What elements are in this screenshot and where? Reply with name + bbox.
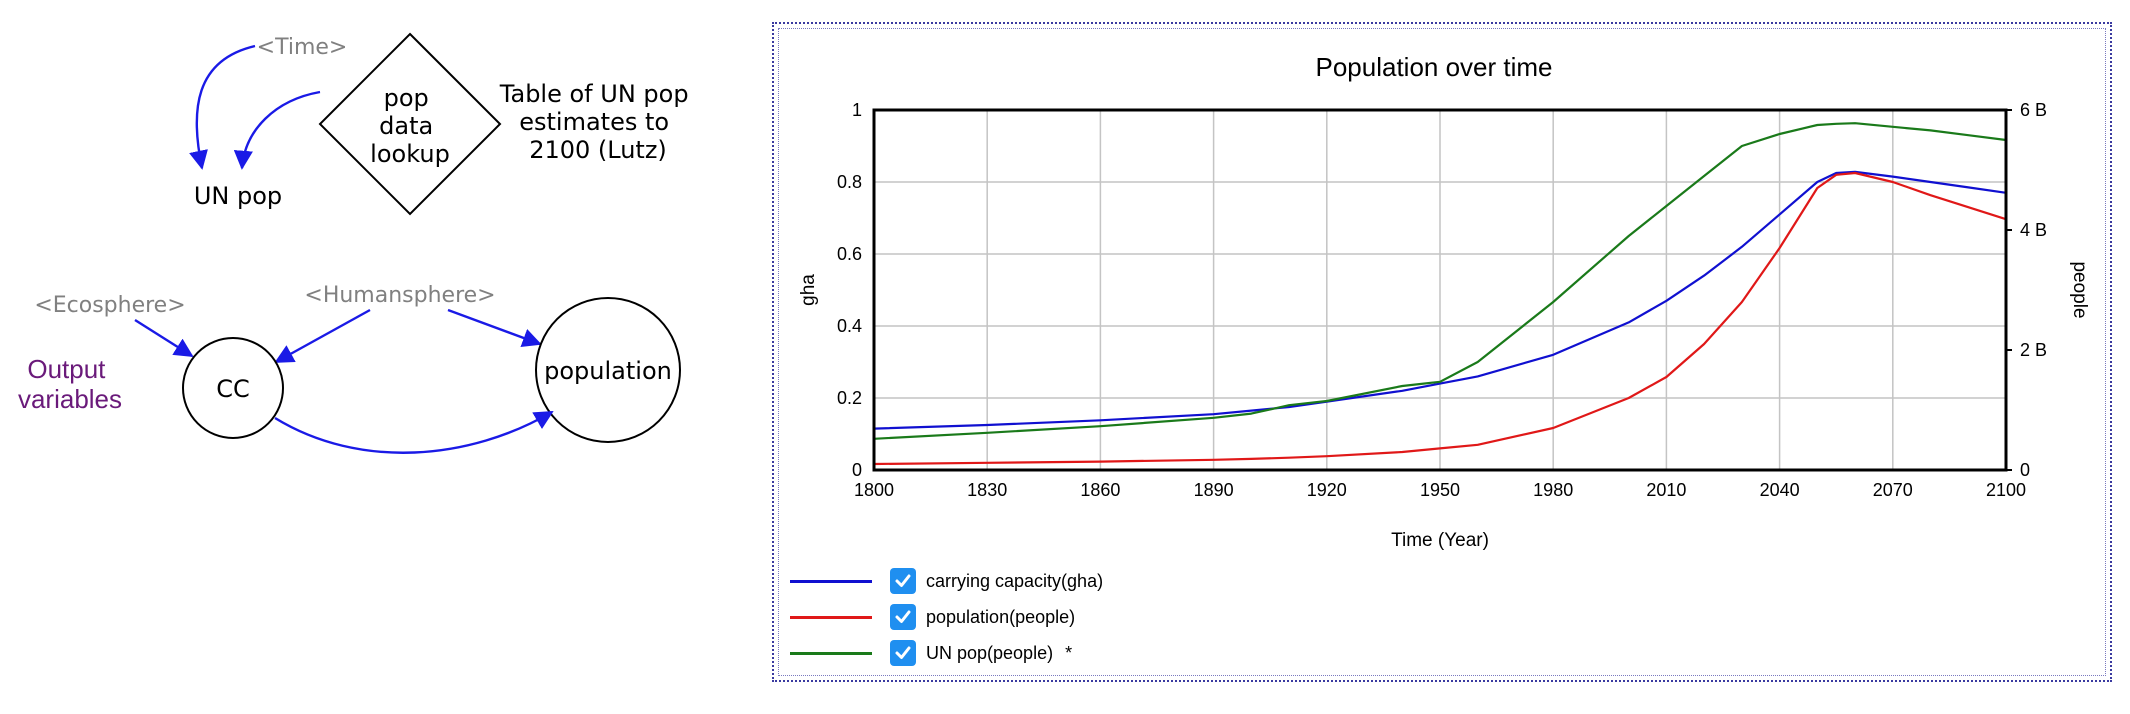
y-left-tick-label: 1	[852, 100, 862, 120]
y-axis-right-label: people	[2069, 261, 2090, 318]
x-tick-label: 1920	[1307, 480, 1347, 500]
legend-swatch-population	[790, 615, 872, 619]
y-right-tick-label: 2 B	[2020, 340, 2047, 360]
y-left-tick-label: 0.4	[837, 316, 862, 336]
legend-item-carrying-capacity[interactable]: carrying capacity(gha)	[790, 566, 1103, 596]
population-node[interactable]	[535, 297, 681, 443]
y-left-tick-label: 0	[852, 460, 862, 480]
x-tick-label: 2100	[1986, 480, 2026, 500]
x-tick-label: 1860	[1080, 480, 1120, 500]
graph-panel	[772, 22, 2112, 682]
graph-panel-inner-border	[778, 28, 2106, 676]
chart-tick-labels: 1800 1830 1860 1890 1920 1950 1980 2010 2040 2070…	[837, 100, 2047, 500]
y-left-tick-label: 0.2	[837, 388, 862, 408]
x-tick-label: 1800	[854, 480, 894, 500]
arrow-ecosphere-to-cc[interactable]	[134, 318, 194, 358]
arrow-humansphere-to-cc[interactable]	[274, 308, 371, 364]
y-right-tick-label: 6 B	[2020, 100, 2047, 120]
legend-label-population: population(people)	[926, 606, 1076, 627]
legend-item-population[interactable]: population(people)	[790, 602, 1075, 632]
y-axis-left-label: gha	[798, 274, 819, 306]
arrow-lookup-to-un-pop[interactable]	[233, 90, 321, 170]
x-axis-label: Time (Year)	[1391, 530, 1489, 551]
legend-swatch-un-pop	[790, 651, 872, 655]
cc-label: CC	[216, 375, 250, 403]
y-left-tick-label: 0.8	[837, 172, 862, 192]
legend-label-un-pop: UN pop(people)	[926, 642, 1054, 663]
legend-marker-un-pop: *	[1065, 642, 1073, 663]
x-tick-label: 1830	[967, 480, 1007, 500]
pop-data-lookup-shape[interactable]	[318, 32, 502, 216]
ecosphere-shadow-variable[interactable]: <Ecosphere>	[34, 293, 185, 318]
y-right-tick-label: 4 B	[2020, 220, 2047, 240]
arrow-time-to-un-pop[interactable]	[189, 44, 256, 170]
checkmark-icon	[895, 574, 911, 587]
output-variables-note: Output variables	[18, 354, 122, 414]
un-pop-variable[interactable]: UN pop	[194, 182, 282, 210]
humansphere-shadow-variable[interactable]: <Humansphere>	[304, 283, 495, 308]
y-right-tick-label: 0	[2020, 460, 2030, 480]
x-tick-label: 2070	[1873, 480, 1913, 500]
population-label: population	[544, 357, 672, 385]
legend-swatch-carrying-capacity	[790, 579, 872, 583]
legend-checkbox-population[interactable]	[890, 604, 916, 630]
chart-grid	[873, 109, 2012, 471]
model-diagram: <Time> UN pop pop data lookup Table of U…	[18, 32, 696, 454]
y-left-tick-label: 0.6	[837, 244, 862, 264]
time-shadow-variable[interactable]: <Time>	[257, 35, 348, 60]
chart-series	[873, 122, 2007, 466]
plot-area-frame	[872, 108, 2008, 472]
checkmark-icon	[895, 646, 911, 659]
pop-data-lookup-label: pop data lookup	[370, 84, 450, 168]
chart-title: Population over time	[1315, 52, 1552, 82]
table-note: Table of UN pop estimates to 2100 (Lutz)	[499, 80, 696, 164]
series-line-2	[873, 122, 2007, 440]
series-line-1	[873, 171, 2007, 466]
arrow-humansphere-to-population[interactable]	[447, 308, 542, 348]
x-tick-label: 1890	[1194, 480, 1234, 500]
series-line-0	[873, 170, 2007, 430]
checkmark-icon	[895, 610, 911, 623]
x-tick-label: 2010	[1646, 480, 1686, 500]
arrow-cc-to-population[interactable]	[274, 410, 554, 454]
legend-checkbox-un-pop[interactable]	[890, 640, 916, 666]
legend-label-carrying-capacity: carrying capacity(gha)	[926, 570, 1104, 591]
cc-node[interactable]	[182, 337, 284, 439]
x-tick-label: 1980	[1533, 480, 1573, 500]
legend-item-un-pop[interactable]: UN pop(people) *	[790, 638, 1072, 668]
legend-checkbox-carrying-capacity[interactable]	[890, 568, 916, 594]
x-tick-label: 1950	[1420, 480, 1460, 500]
x-tick-label: 2040	[1760, 480, 1800, 500]
